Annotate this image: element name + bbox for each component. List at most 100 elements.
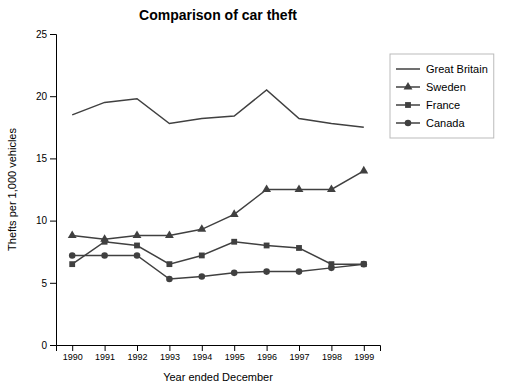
marker: [295, 184, 304, 192]
y-tick: 25: [36, 29, 56, 40]
marker: [134, 252, 141, 259]
series-line: [72, 242, 364, 264]
y-axis-title: Thefts per 1,000 vehicles: [6, 128, 18, 251]
marker: [230, 209, 239, 217]
x-tick-label: 1993: [160, 352, 180, 362]
y-tick: 0: [41, 340, 56, 351]
marker: [133, 230, 142, 238]
marker: [165, 230, 174, 238]
marker: [231, 270, 238, 277]
marker: [69, 261, 75, 267]
x-tick: 1993: [160, 345, 180, 362]
y-tick-mark: [50, 158, 56, 159]
series-markers: [69, 239, 366, 267]
x-tick-mark: [105, 345, 106, 351]
marker: [231, 239, 237, 245]
y-tick-mark: [50, 221, 56, 222]
legend-entry: Canada: [396, 117, 465, 129]
series-markers: [69, 252, 367, 282]
x-tick-label: 1999: [354, 352, 374, 362]
legend-label: Sweden: [426, 81, 466, 93]
x-tick: 1990: [63, 345, 83, 362]
x-tick-mark: [364, 345, 365, 351]
x-tick-label: 1995: [225, 352, 245, 362]
legend-entry: Sweden: [396, 81, 466, 93]
plot: 1990 1991 1992 1993 1994 1995 1996 1997 1998 1999…: [36, 29, 381, 363]
marker: [296, 268, 303, 275]
x-tick-mark: [267, 345, 268, 351]
legend-marker: [405, 120, 412, 127]
x-tick-label: 1990: [63, 352, 83, 362]
marker: [199, 253, 205, 259]
legend-label: Canada: [426, 117, 465, 129]
x-tick: 1995: [225, 345, 245, 362]
y-tick-label: 5: [41, 278, 47, 289]
y-tick-label: 10: [36, 215, 48, 226]
legend-entry: France: [396, 99, 460, 111]
x-tick-mark: [299, 345, 300, 351]
marker: [361, 261, 368, 268]
x-tick: 1994: [192, 345, 212, 362]
x-tick: 1991: [95, 345, 115, 362]
y-axis-line: [50, 35, 57, 346]
y-tick-mark: [50, 34, 56, 35]
x-tick-mark: [202, 345, 203, 351]
legend-entry: Great Britain: [396, 63, 488, 75]
marker: [199, 273, 206, 280]
title: Comparison of car theft: [139, 7, 297, 23]
x-tick-mark: [234, 345, 235, 351]
x-tick-mark: [137, 345, 138, 351]
x-tick-label: 1992: [127, 352, 147, 362]
y-tick-label: 15: [36, 153, 48, 164]
x-axis-line: [57, 346, 381, 352]
y-tick-mark: [50, 283, 56, 284]
marker: [296, 245, 302, 251]
x-axis: 1990 1991 1992 1993 1994 1995 1996 1997 1998 1999: [57, 345, 381, 362]
legend-swatch: [396, 68, 420, 70]
marker: [68, 230, 77, 238]
series-markers: [68, 166, 368, 242]
marker: [197, 224, 206, 232]
marks: [68, 90, 368, 282]
x-axis-title: Year ended December: [163, 371, 273, 383]
x-tick-label: 1998: [322, 352, 342, 362]
y-tick: 10: [36, 215, 56, 226]
series-line: [72, 90, 364, 127]
marker: [264, 243, 270, 249]
series-line: [72, 171, 364, 239]
marker: [328, 265, 335, 272]
x-tick: 1999: [354, 345, 374, 362]
x-tick-mark: [169, 345, 170, 351]
marker: [166, 276, 173, 283]
marker: [134, 243, 140, 249]
y-tick: 20: [36, 91, 56, 102]
marker: [69, 252, 76, 259]
legend-frame: [390, 54, 494, 138]
y-tick-label: 0: [41, 340, 47, 351]
y-tick-mark: [50, 96, 56, 97]
x-tick-label: 1997: [289, 352, 309, 362]
x-tick-label: 1996: [257, 352, 277, 362]
y-tick-mark: [50, 345, 56, 346]
marker: [101, 252, 108, 259]
x-tick: 1998: [322, 345, 342, 362]
x-tick-label: 1994: [192, 352, 212, 362]
marker: [327, 184, 336, 192]
y-axis: 0 5 10 15 20 25: [36, 29, 57, 351]
x-tick-label: 1991: [95, 352, 115, 362]
marker: [166, 261, 172, 267]
legend-label: Great Britain: [426, 63, 488, 75]
x-tick-mark: [72, 345, 73, 351]
series-line: [72, 255, 364, 279]
legend: Great Britain Sweden France Canada: [390, 54, 494, 138]
marker: [262, 184, 271, 192]
marker: [263, 268, 270, 275]
y-tick: 15: [36, 153, 56, 164]
legend-label: France: [426, 99, 460, 111]
y-tick-label: 25: [36, 29, 48, 40]
y-tick: 5: [41, 278, 56, 289]
y-tick-label: 20: [36, 91, 48, 102]
marker: [102, 239, 108, 245]
x-tick: 1997: [289, 345, 309, 362]
marker: [359, 166, 368, 174]
